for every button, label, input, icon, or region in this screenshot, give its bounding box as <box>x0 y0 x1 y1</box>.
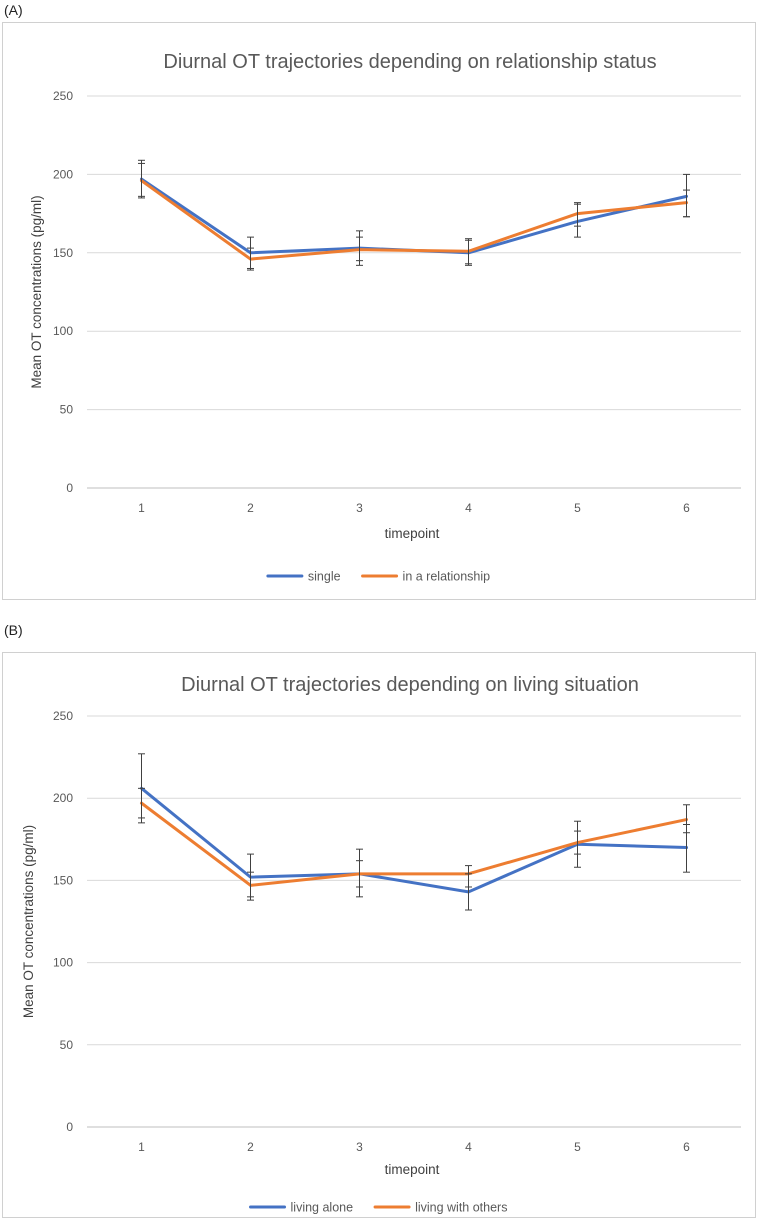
chart-b: Diurnal OT trajectories depending on liv… <box>2 652 756 1218</box>
legend-label: living with others <box>415 1201 507 1215</box>
chart-a: Diurnal OT trajectories depending on rel… <box>2 22 756 600</box>
chart-b-svg: Diurnal OT trajectories depending on liv… <box>21 674 741 1215</box>
series-line-2 <box>140 801 688 887</box>
panel-label-b: (B) <box>4 622 23 638</box>
panel-label-a: (A) <box>4 2 23 18</box>
x-axis-label: timepoint <box>385 526 440 541</box>
legend-label: single <box>308 570 341 584</box>
y-axis-label: Mean OT concentrations (pg/ml) <box>21 825 36 1018</box>
series-line-1 <box>140 177 688 255</box>
series-line-2 <box>140 179 688 261</box>
error-bar <box>574 830 581 855</box>
error-bar <box>683 804 690 834</box>
error-bar <box>683 189 690 218</box>
legend-label: in a relationship <box>403 570 491 584</box>
legend-label: living alone <box>291 1201 354 1215</box>
x-tick-label: 2 <box>247 1140 254 1154</box>
error-bar <box>138 162 145 199</box>
y-tick-label: 200 <box>53 167 73 181</box>
y-tick-label: 0 <box>66 481 73 495</box>
y-tick-label: 250 <box>53 709 73 723</box>
y-tick-label: 150 <box>53 873 73 887</box>
x-tick-label: 6 <box>683 501 690 515</box>
y-tick-label: 100 <box>53 956 73 970</box>
x-axis-label: timepoint <box>385 1162 440 1177</box>
y-tick-label: 150 <box>53 246 73 260</box>
error-bar <box>138 787 145 824</box>
error-bar <box>465 238 472 265</box>
x-tick-label: 3 <box>356 501 363 515</box>
legend-item: in a relationship <box>361 570 491 584</box>
legend-item: living with others <box>373 1201 507 1215</box>
error-bar <box>356 236 363 266</box>
chart-title: Diurnal OT trajectories depending on liv… <box>181 674 639 696</box>
y-tick-label: 250 <box>53 89 73 103</box>
x-tick-label: 2 <box>247 501 254 515</box>
legend: living alone living with others <box>249 1201 507 1215</box>
y-tick-label: 50 <box>60 403 74 417</box>
error-bar <box>465 865 472 888</box>
x-tick-label: 1 <box>138 1140 145 1154</box>
x-tick-label: 6 <box>683 1140 690 1154</box>
y-tick-label: 50 <box>60 1038 74 1052</box>
x-tick-label: 5 <box>574 1140 581 1154</box>
y-tick-label: 0 <box>66 1120 73 1134</box>
chart-title: Diurnal OT trajectories depending on rel… <box>163 51 656 73</box>
error-bar <box>247 871 254 901</box>
x-tick-label: 1 <box>138 501 145 515</box>
y-axis-label: Mean OT concentrations (pg/ml) <box>29 195 44 388</box>
legend-item: single <box>266 570 341 584</box>
error-bar <box>574 202 581 227</box>
series-line-1 <box>140 786 688 894</box>
y-tick-label: 200 <box>53 791 73 805</box>
error-bar <box>247 247 254 271</box>
legend: single in a relationship <box>266 570 491 584</box>
y-tick-label: 100 <box>53 324 73 338</box>
legend-item: living alone <box>249 1201 354 1215</box>
x-tick-label: 4 <box>465 1140 472 1154</box>
x-tick-label: 3 <box>356 1140 363 1154</box>
chart-a-svg: Diurnal OT trajectories depending on rel… <box>29 51 741 584</box>
error-bar <box>356 860 363 888</box>
x-tick-label: 5 <box>574 501 581 515</box>
x-tick-label: 4 <box>465 501 472 515</box>
